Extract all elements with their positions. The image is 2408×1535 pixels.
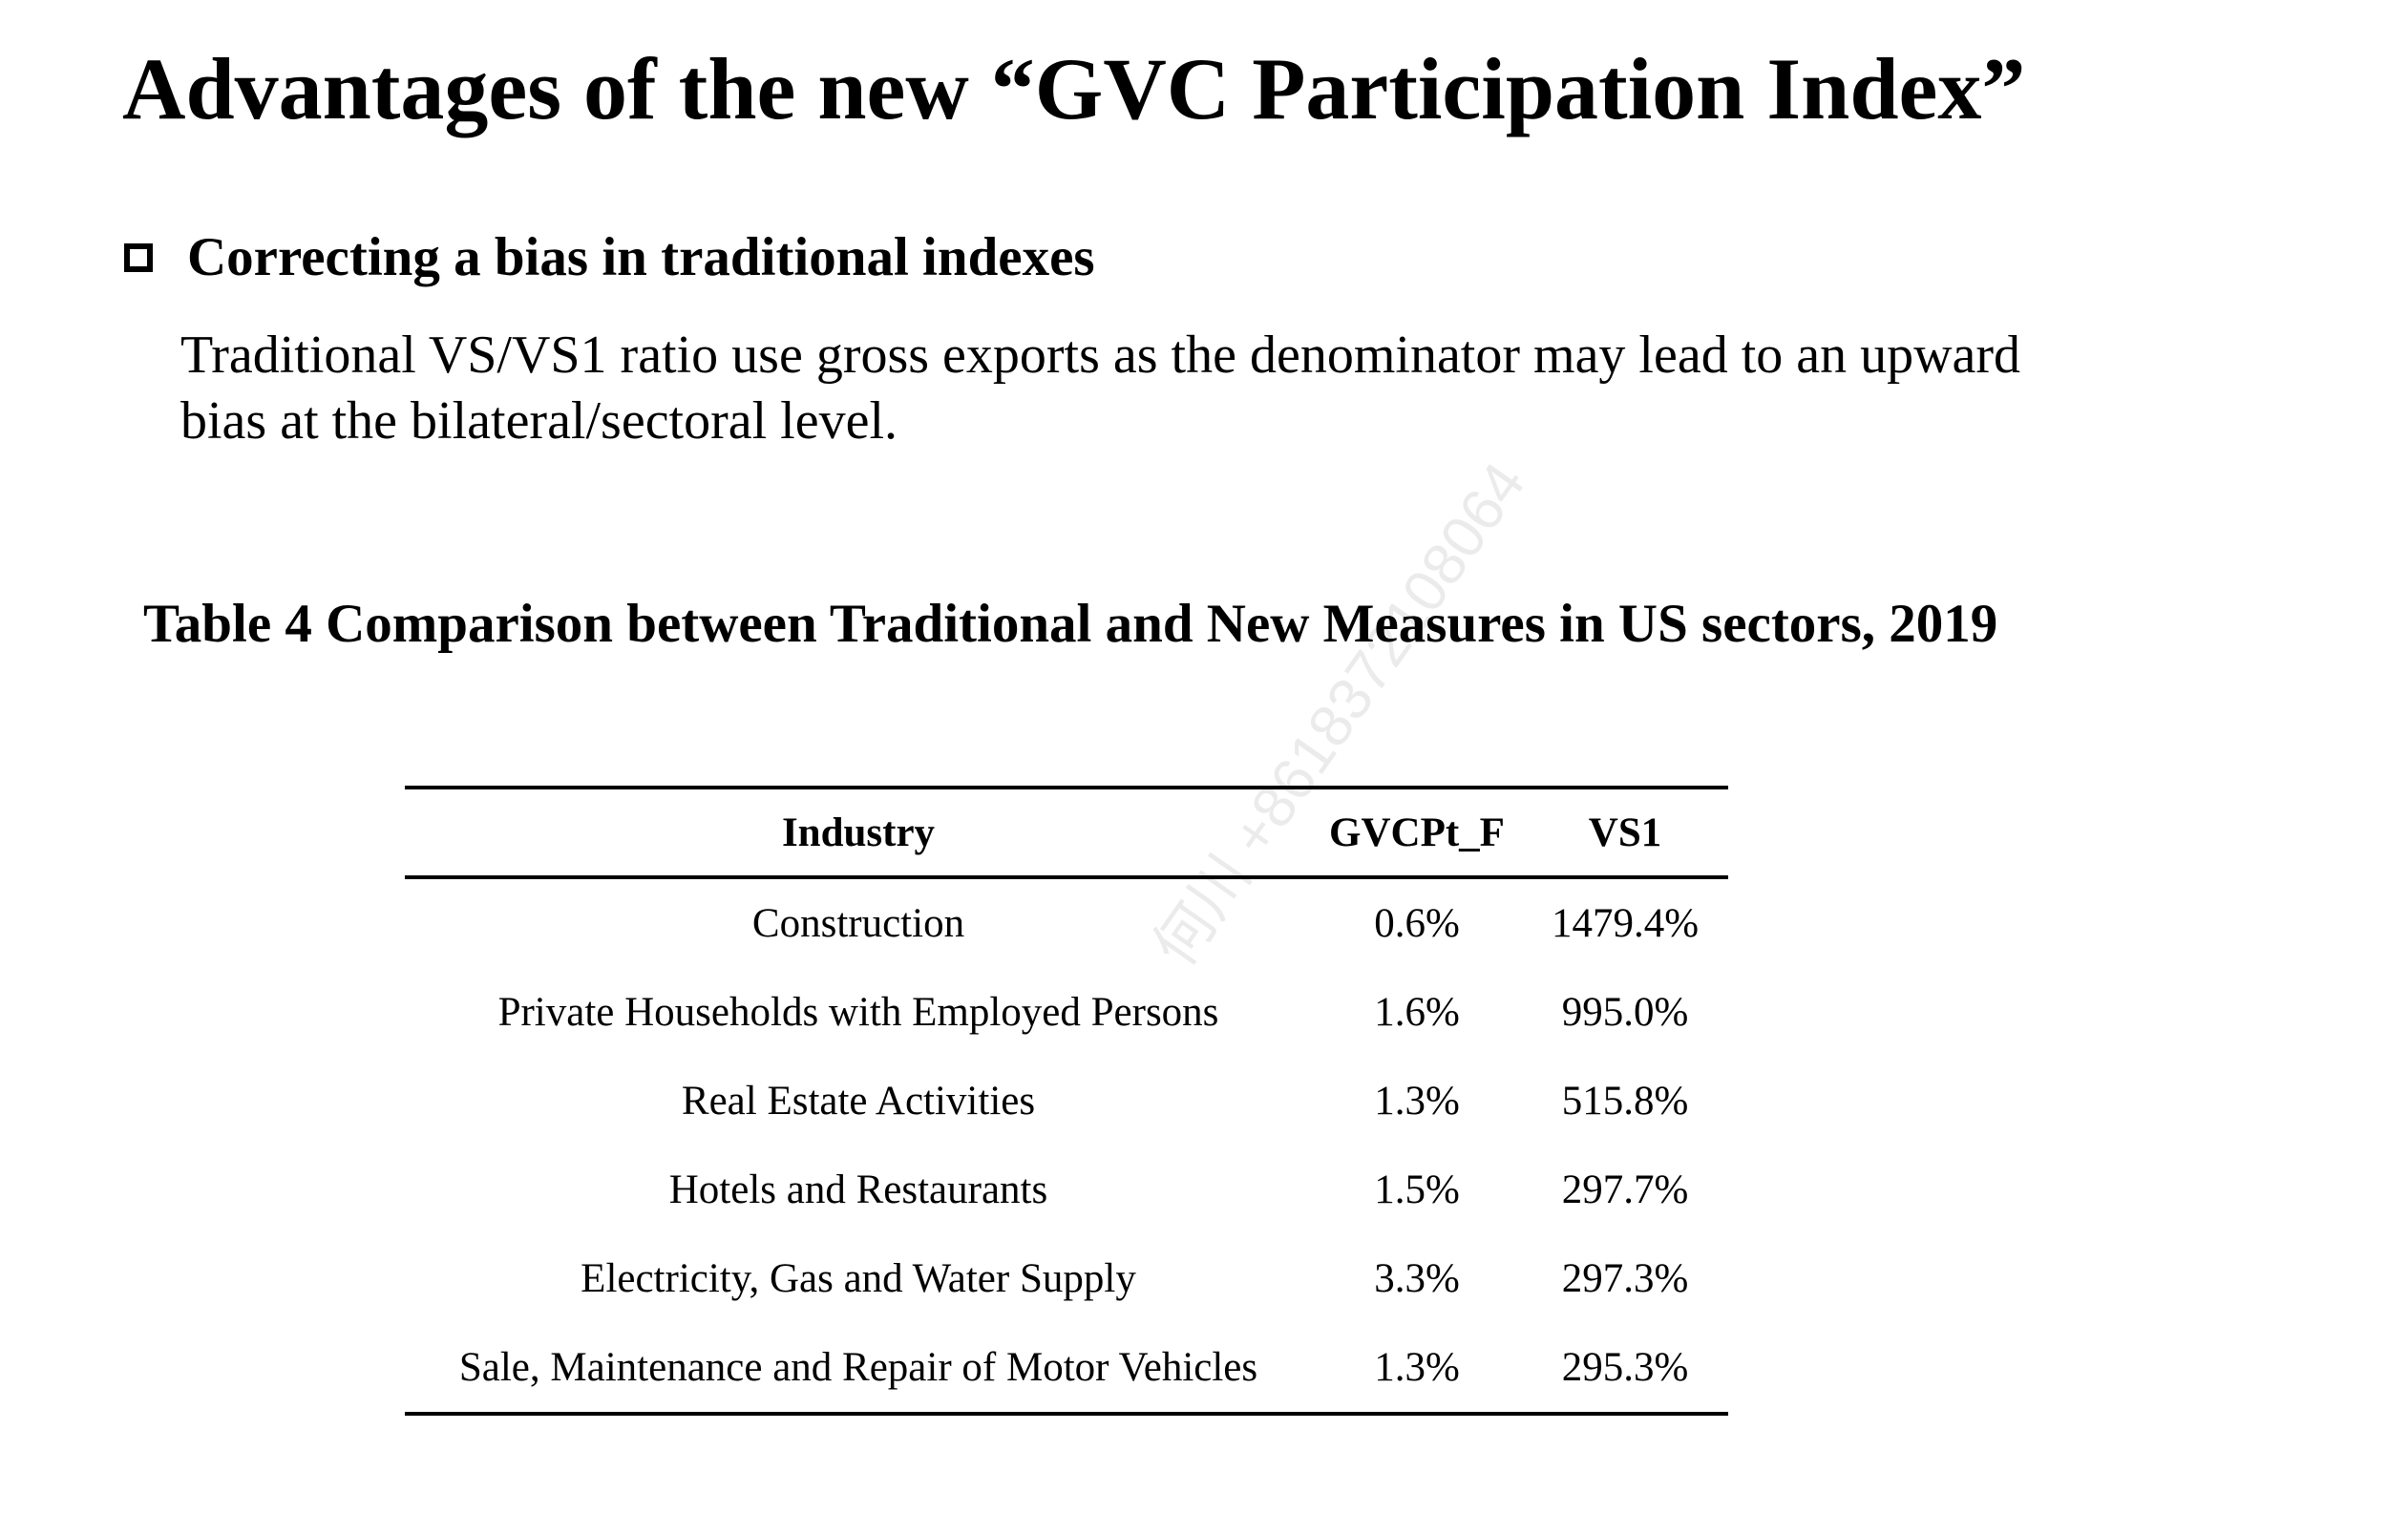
cell-industry: Hotels and Restaurants [668,1167,1048,1212]
cell-industry: Private Households with Employed Persons [497,990,1219,1035]
cell-vs1: 295.3% [1561,1345,1689,1390]
comparison-table: Industry GVCPt_F VS1 Construction 0.6% 1… [405,786,1728,1416]
table-row: Sale, Maintenance and Repair of Motor Ve… [405,1323,1728,1414]
slide-title: Advantages of the new “GVC Participation… [122,40,2026,137]
table-row: Construction 0.6% 1479.4% [405,877,1728,968]
table-row: Electricity, Gas and Water Supply 3.3% 2… [405,1234,1728,1323]
cell-gvcpt-f: 1.5% [1374,1167,1460,1212]
cell-gvcpt-f: 0.6% [1374,901,1460,946]
cell-industry: Electricity, Gas and Water Supply [581,1256,1136,1301]
table-row: Hotels and Restaurants 1.5% 297.7% [405,1146,1728,1234]
table-row: Real Estate Activities 1.3% 515.8% [405,1057,1728,1146]
square-bullet-icon [124,243,153,273]
cell-vs1: 297.7% [1561,1167,1689,1212]
table-caption: Table 4 Comparison between Traditional a… [143,594,1998,654]
cell-vs1: 297.3% [1561,1256,1689,1301]
cell-industry: Real Estate Activities [681,1079,1036,1124]
body-paragraph: Traditional VS/VS1 ratio use gross expor… [180,326,2021,451]
cell-gvcpt-f: 1.3% [1374,1345,1460,1390]
header-gvcpt-f: GVCPt_F [1329,810,1505,855]
cell-vs1: 1479.4% [1551,901,1700,946]
cell-vs1: 515.8% [1561,1079,1689,1124]
cell-gvcpt-f: 1.6% [1374,990,1460,1035]
bullet-heading-row: Correcting a bias in traditional indexes [124,225,1095,290]
cell-gvcpt-f: 1.3% [1374,1079,1460,1124]
table-header-row: Industry GVCPt_F VS1 [405,788,1728,877]
bullet-heading: Correcting a bias in traditional indexes [187,227,1095,287]
cell-industry: Construction [751,901,965,946]
header-vs1: VS1 [1588,810,1662,855]
table-row: Private Households with Employed Persons… [405,968,1728,1057]
cell-gvcpt-f: 3.3% [1374,1256,1460,1301]
cell-vs1: 995.0% [1561,990,1689,1035]
cell-industry: Sale, Maintenance and Repair of Motor Ve… [458,1345,1258,1390]
header-industry: Industry [781,810,936,855]
